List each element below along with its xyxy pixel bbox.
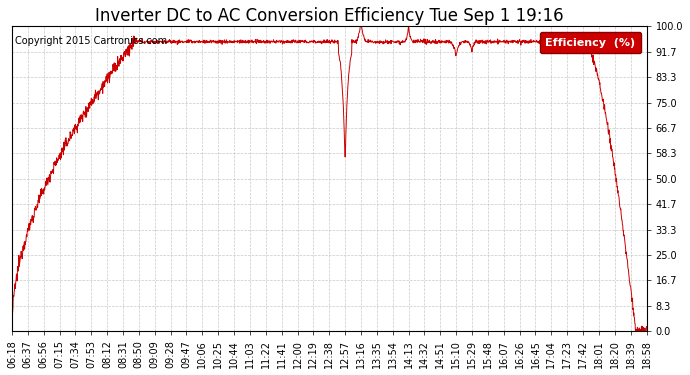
Text: Copyright 2015 Cartronics.com: Copyright 2015 Cartronics.com: [15, 36, 167, 46]
Legend: Efficiency  (%): Efficiency (%): [540, 32, 641, 53]
Title: Inverter DC to AC Conversion Efficiency Tue Sep 1 19:16: Inverter DC to AC Conversion Efficiency …: [95, 7, 564, 25]
